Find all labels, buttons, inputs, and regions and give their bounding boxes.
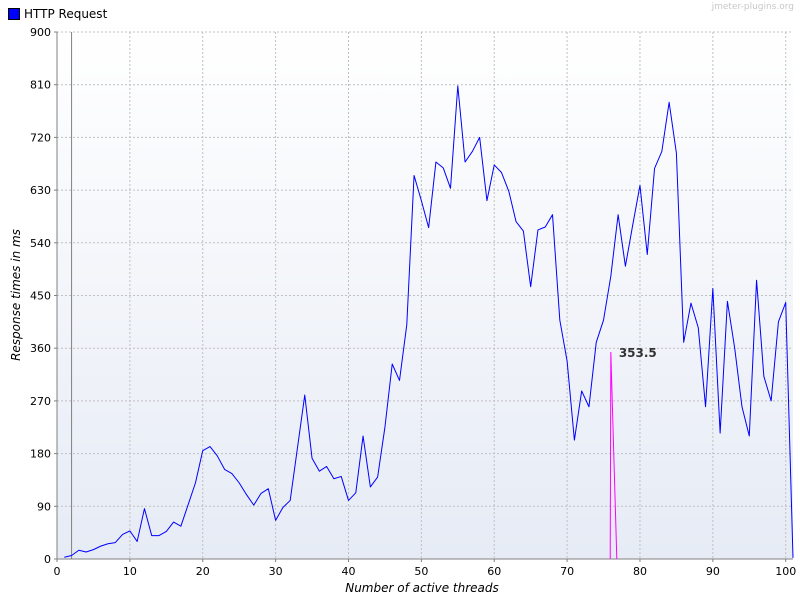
- y-tick-label: 90: [37, 500, 51, 513]
- axes: 0 90 180 270 360 450 540 630 720 810 900 0 10 20 30 40 5…: [30, 26, 796, 578]
- x-tick-label: 90: [706, 565, 720, 578]
- y-tick-label: 360: [30, 342, 51, 355]
- y-tick-label: 450: [30, 290, 51, 303]
- cursor-value-label: 353.5: [619, 346, 657, 360]
- x-axis-label: Number of active threads: [345, 581, 499, 595]
- x-tick-label: 30: [269, 565, 283, 578]
- x-tick-label: 10: [123, 565, 137, 578]
- y-tick-label: 900: [30, 26, 51, 39]
- y-tick-label: 810: [30, 79, 51, 92]
- x-tick-label: 70: [560, 565, 574, 578]
- y-tick-label: 180: [30, 448, 51, 461]
- y-tick-label: 0: [44, 553, 51, 566]
- y-tick-label: 270: [30, 395, 51, 408]
- x-tick-label: 80: [633, 565, 647, 578]
- y-axis-label: Response times in ms: [9, 229, 23, 361]
- x-tick-label: 40: [341, 565, 355, 578]
- x-tick-label: 50: [414, 565, 428, 578]
- annotations: 353.5: [609, 346, 657, 560]
- y-tick-label: 540: [30, 237, 51, 250]
- y-tick-label: 720: [30, 131, 51, 144]
- legend-swatch: [8, 8, 20, 20]
- x-tick-label: 20: [196, 565, 210, 578]
- cursor-marker: [609, 351, 618, 560]
- x-tick-label: 100: [775, 565, 796, 578]
- watermark: jmeter-plugins.org: [711, 2, 794, 12]
- x-tick-label: 60: [487, 565, 501, 578]
- x-tick-label: 0: [54, 565, 61, 578]
- legend-label: HTTP Request: [24, 7, 108, 21]
- series-line-http-request: [64, 85, 794, 558]
- legend: HTTP Request: [8, 6, 107, 22]
- y-tick-label: 630: [30, 184, 51, 197]
- series-layer: [64, 85, 794, 558]
